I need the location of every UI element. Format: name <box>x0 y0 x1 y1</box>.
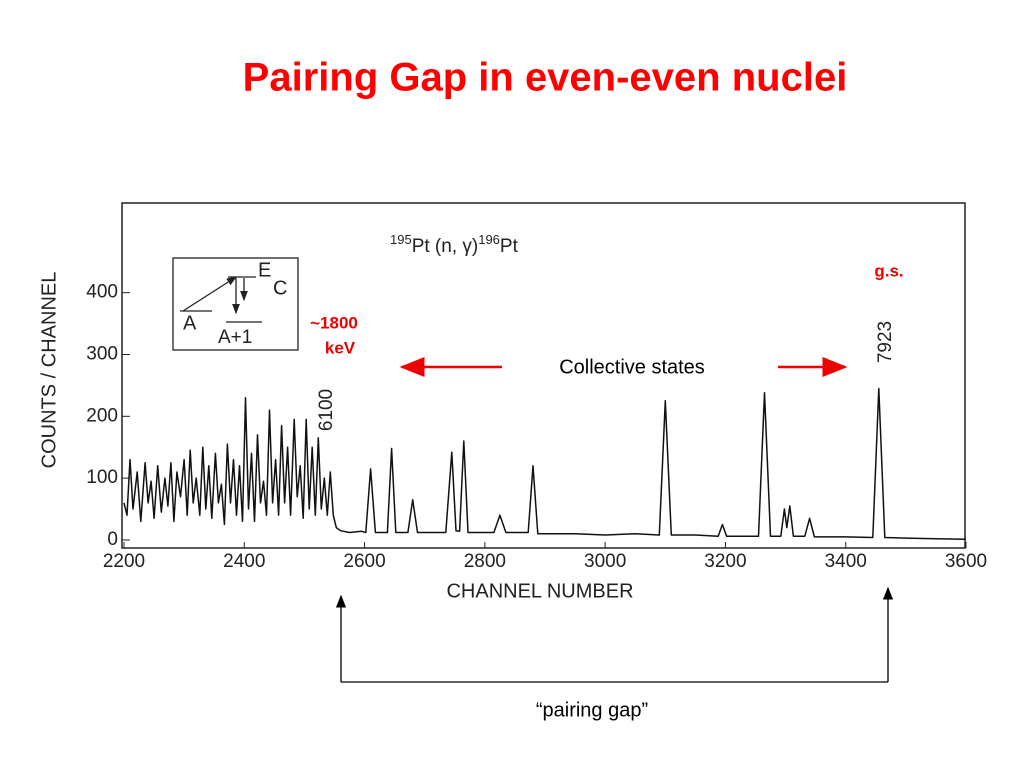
energy-unit: keV <box>325 338 356 357</box>
x-tick-label: 2200 <box>103 551 145 572</box>
energy: ~1800 <box>310 313 358 332</box>
x-tick-label: 3200 <box>704 551 746 572</box>
spectrum-line <box>123 387 967 541</box>
pairing-gap: “pairing gap” <box>536 699 648 721</box>
x-tick-label: 2600 <box>343 551 385 572</box>
mass-out: 196 <box>478 232 500 247</box>
inset-e: E <box>258 259 271 281</box>
x-tick-label: 2800 <box>464 551 506 572</box>
y-tick-label: 300 <box>86 343 118 364</box>
x-tick-label: 3000 <box>584 551 626 572</box>
y-tick-label: 100 <box>86 467 118 488</box>
y-tick-label: 400 <box>86 282 118 303</box>
peak-label: 6100 <box>316 389 337 431</box>
inset-a1: A+1 <box>218 327 252 348</box>
gap-bracket <box>335 586 894 683</box>
collective-states: Collective states <box>559 356 705 378</box>
ground-state: g.s. <box>874 261 903 280</box>
inset-c: C <box>273 277 287 299</box>
y-axis-title: COUNTS / CHANNEL <box>38 272 60 469</box>
y-tick-label: 200 <box>86 405 118 426</box>
mass-in: 195 <box>390 232 412 247</box>
plot: 2200 2400 2600 2800 3000 3200 3400 3600 0 100 200 3… <box>86 282 987 572</box>
inset-a: A <box>183 312 197 334</box>
x-tick-label: 2400 <box>223 551 265 572</box>
plot-frame <box>121 202 966 549</box>
reaction: Pt (n, γ) <box>412 236 479 257</box>
element: Pt <box>500 236 519 257</box>
inset-diagram <box>172 257 299 351</box>
peak-label: 7923 <box>875 321 896 363</box>
x-tick-label: 3400 <box>825 551 867 572</box>
slide-title: Pairing Gap in even-even nuclei <box>243 56 848 100</box>
reaction-label: 195Pt (n, γ)196Pt <box>390 232 519 257</box>
x-tick-label: 3600 <box>945 551 987 572</box>
y-tick-label: 0 <box>107 529 118 550</box>
x-axis-title: CHANNEL NUMBER <box>446 580 633 602</box>
